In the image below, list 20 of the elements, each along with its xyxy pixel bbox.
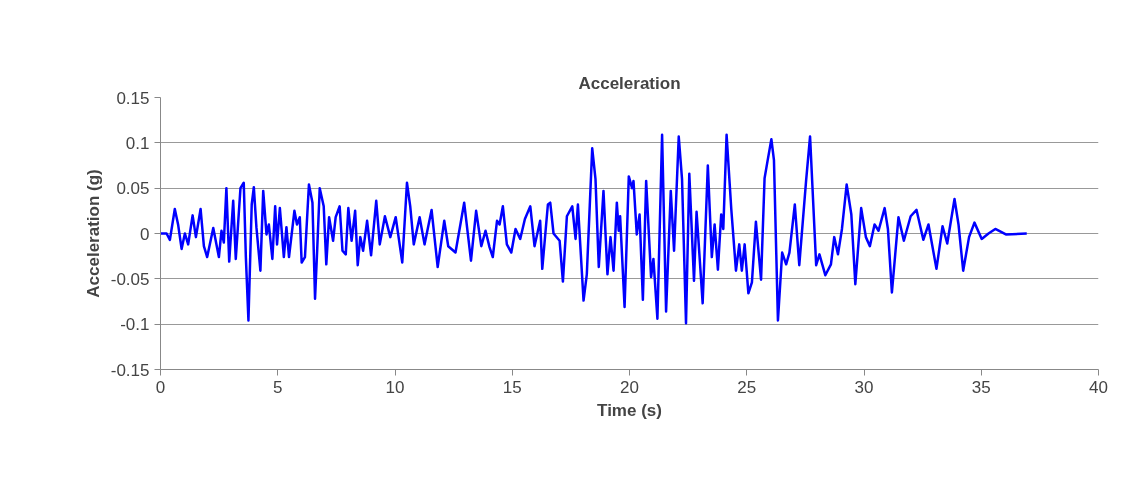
x-tick-label: 25 — [737, 377, 757, 397]
x-tick-label: 15 — [502, 377, 522, 397]
x-axis-title: Time (s) — [597, 400, 662, 420]
y-tick-label: 0.15 — [116, 88, 150, 108]
y-tick-label: 0.05 — [116, 179, 150, 199]
y-tick-label: -0.15 — [110, 360, 150, 380]
line-series — [160, 133, 1028, 325]
y-tick-label: 0 — [140, 224, 150, 244]
x-tick-label: 40 — [1089, 377, 1108, 397]
x-tick-label: 35 — [971, 377, 991, 397]
y-tick-label: 0.1 — [125, 133, 150, 153]
y-tick-label: -0.05 — [110, 269, 150, 289]
x-tick-label: 5 — [273, 377, 283, 397]
x-tick-label: 30 — [854, 377, 874, 397]
chart-title: Acceleration — [578, 73, 681, 93]
y-tick-label: -0.1 — [120, 315, 150, 335]
x-tick-label: 10 — [385, 377, 405, 397]
x-tick-label: 0 — [155, 377, 166, 397]
x-tick-label: 20 — [620, 377, 639, 397]
y-axis-title: Acceleration (g) — [83, 169, 103, 298]
